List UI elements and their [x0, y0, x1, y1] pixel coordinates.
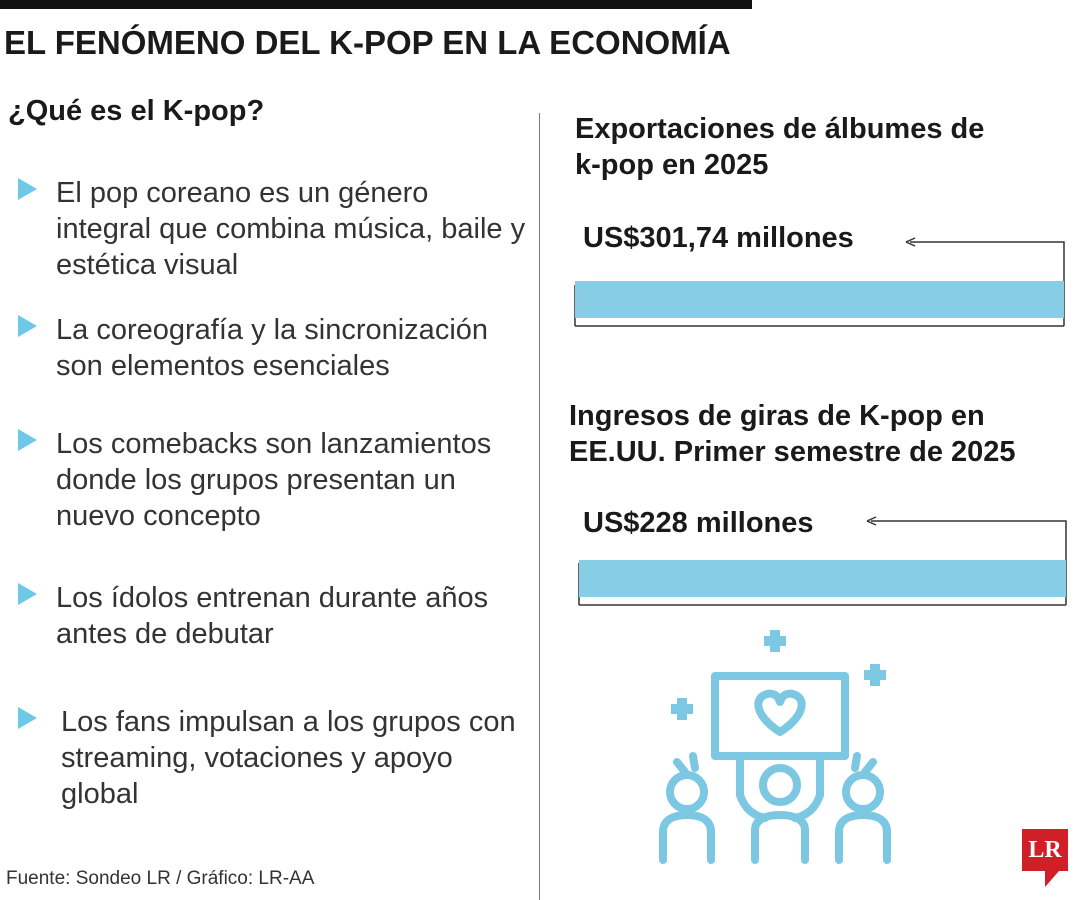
bullet-text: Los comebacks son lanzamientos donde los…: [56, 428, 492, 532]
triangle-bullet-icon: [18, 429, 37, 451]
triangle-bullet-icon: [18, 583, 37, 605]
bullet-text: El pop coreano es un género integral que…: [56, 177, 526, 281]
list-item: Los ídolos entrenan durante años antes d…: [18, 580, 526, 652]
triangle-bullet-icon: [18, 315, 37, 337]
page-title: EL FENÓMENO DEL K-POP EN LA ECONOMÍA: [4, 24, 731, 61]
logo-tail: [1045, 871, 1059, 887]
chart-title-exports: Exportaciones de álbumes de k-pop en 202…: [575, 113, 985, 181]
source-footer: Fuente: Sondeo LR / Gráfico: LR-AA: [6, 868, 315, 889]
logo-text: LR: [1028, 836, 1062, 863]
kpop-question-title: ¿Qué es el K-pop?: [8, 95, 265, 127]
bullet-text: Los ídolos entrenan durante años antes d…: [56, 582, 489, 650]
triangle-bullet-icon: [18, 178, 37, 200]
value-label-tours: US$228 millones: [583, 507, 814, 539]
chart-title-tours: Ingresos de giras de K-pop en EE.UU. Pri…: [569, 400, 1016, 468]
triangle-bullet-icon: [18, 707, 37, 729]
fans-cheering-heart-sign-icon: [659, 630, 891, 864]
bullet-text: Los fans impulsan a los grupos con strea…: [61, 706, 516, 810]
chart-tours: [578, 516, 1067, 606]
arrow-head-icon: [905, 237, 916, 247]
list-item: Los fans impulsan a los grupos con strea…: [18, 704, 531, 812]
bullet-text: La coreografía y la sincronización son e…: [56, 314, 489, 382]
lr-logo: LR: [1022, 829, 1068, 871]
bar-exports: [575, 281, 1064, 318]
top-rule: [0, 0, 752, 9]
list-item: El pop coreano es un género integral que…: [18, 175, 526, 283]
column-divider: [539, 113, 540, 900]
list-item: Los comebacks son lanzamientos donde los…: [18, 426, 526, 534]
chart-exports: [574, 237, 1065, 327]
value-label-exports: US$301,74 millones: [583, 222, 854, 254]
bar-tours: [579, 560, 1066, 597]
arrow-head-icon: [866, 516, 877, 526]
list-item: La coreografía y la sincronización son e…: [18, 312, 526, 384]
